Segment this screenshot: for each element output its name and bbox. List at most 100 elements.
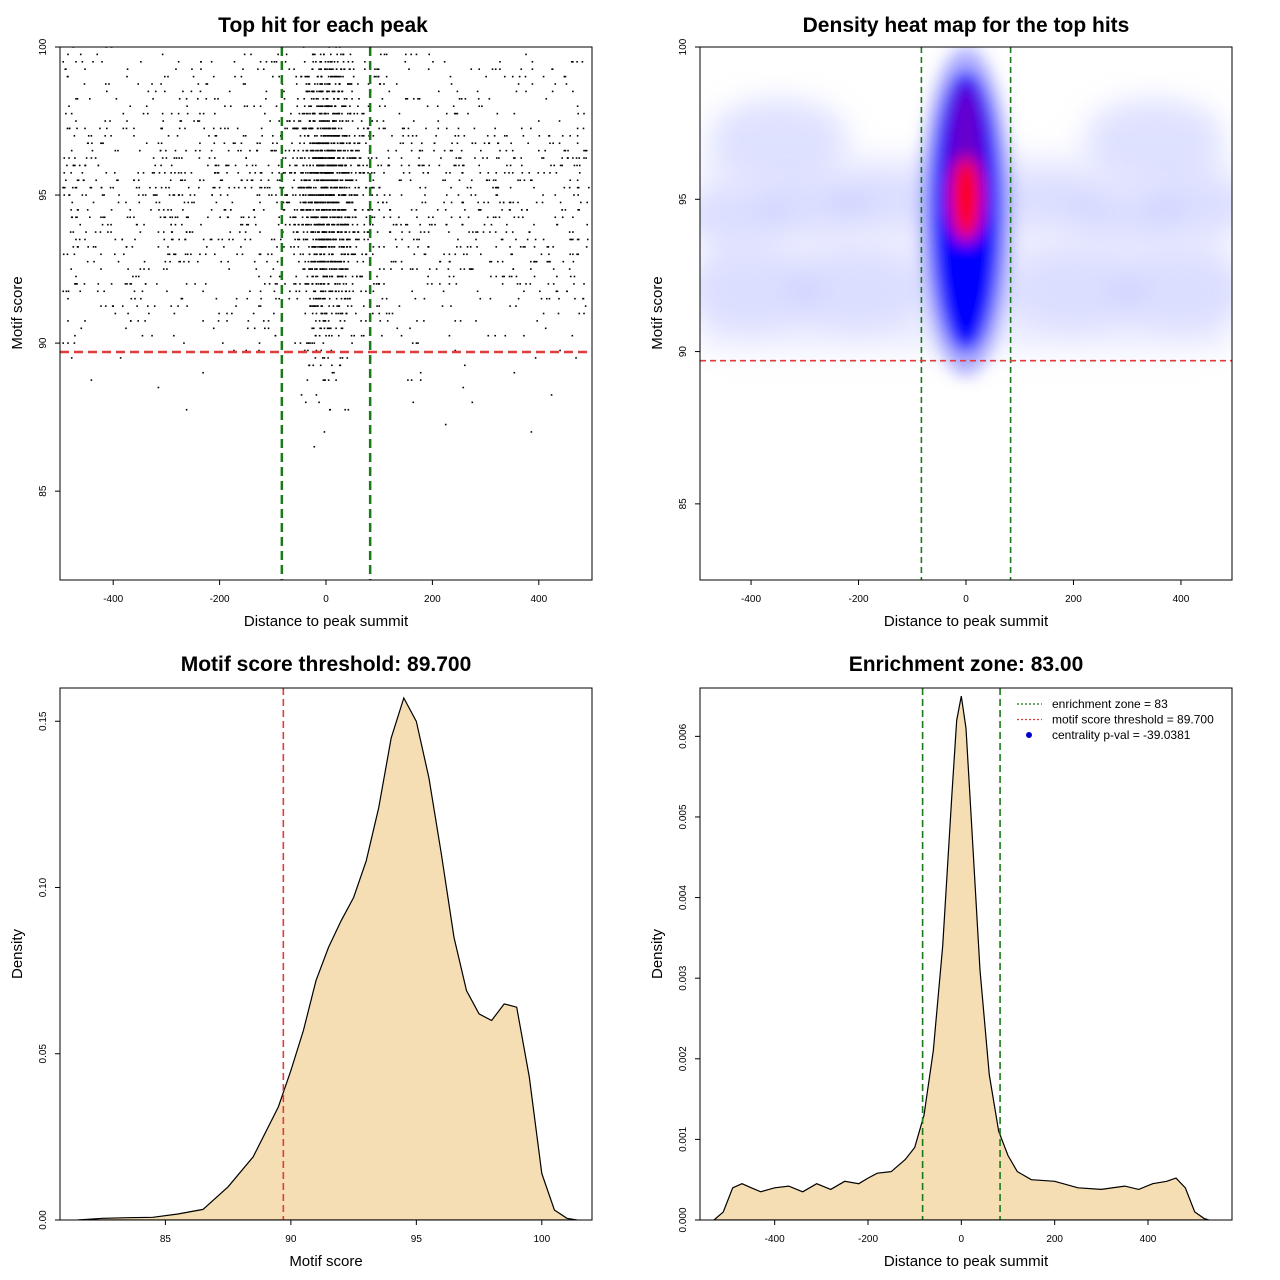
- scatter-point: [144, 320, 146, 322]
- y-tick-label: 0.001: [678, 1126, 689, 1151]
- scatter-point: [323, 172, 325, 174]
- scatter-point: [373, 216, 376, 219]
- scatter-point: [310, 90, 313, 93]
- scatter-point: [309, 149, 312, 152]
- scatter-point: [317, 98, 319, 100]
- scatter-point: [202, 290, 204, 293]
- scatter-point: [129, 216, 132, 219]
- scatter-point: [357, 142, 359, 145]
- scatter-point: [260, 186, 263, 189]
- scatter-point: [353, 135, 356, 137]
- scatter-point: [160, 186, 163, 189]
- scatter-point: [445, 194, 448, 196]
- scatter-point: [303, 268, 306, 270]
- scatter-point: [240, 142, 243, 145]
- scatter-point: [331, 157, 333, 159]
- scatter-point: [282, 172, 285, 174]
- scatter-point: [284, 172, 286, 174]
- scatter-point: [494, 334, 496, 337]
- scatter-point: [402, 135, 404, 137]
- scatter-point: [341, 357, 344, 359]
- scatter-point: [424, 201, 427, 204]
- scatter-point: [306, 342, 308, 344]
- scatter-point: [563, 186, 566, 189]
- scatter-point: [474, 157, 476, 159]
- scatter-point: [164, 90, 166, 93]
- scatter-point: [531, 61, 534, 63]
- scatter-point: [326, 98, 329, 100]
- scatter-point: [320, 112, 323, 115]
- scatter-point: [356, 112, 359, 115]
- scatter-point: [327, 135, 329, 137]
- scatter-point: [431, 223, 433, 226]
- scatter-point: [370, 172, 373, 174]
- scatter-point: [125, 201, 127, 204]
- scatter-point: [376, 120, 378, 122]
- scatter-point: [350, 172, 353, 174]
- scatter-point: [358, 157, 361, 159]
- scatter-point: [293, 216, 295, 219]
- scatter-point: [259, 105, 262, 108]
- scatter-point: [331, 253, 333, 256]
- scatter-point: [198, 186, 200, 189]
- scatter-point: [285, 201, 288, 204]
- scatter-point: [323, 127, 326, 130]
- scatter-point: [433, 142, 436, 145]
- scatter-point: [376, 275, 378, 278]
- scatter-point: [262, 209, 265, 211]
- scatter-point: [326, 172, 328, 174]
- scatter-point: [142, 112, 145, 115]
- scatter-point: [189, 194, 192, 196]
- scatter-point: [217, 164, 220, 167]
- scatter-point: [328, 157, 331, 159]
- scatter-point: [387, 164, 390, 167]
- scatter-point: [319, 238, 322, 241]
- scatter-point: [296, 105, 299, 108]
- scatter-point: [310, 260, 313, 263]
- scatter-point: [130, 283, 133, 285]
- scatter-point: [347, 305, 349, 307]
- scatter-point: [385, 53, 388, 56]
- scatter-point: [501, 283, 504, 285]
- scatter-point: [359, 157, 362, 159]
- scatter-point: [259, 253, 262, 256]
- scatter-point: [122, 112, 125, 115]
- scatter-point: [333, 164, 336, 167]
- heatmap-title: Density heat map for the top hits: [803, 14, 1130, 37]
- scatter-point: [508, 172, 510, 174]
- scatter-point: [385, 312, 388, 315]
- scatter-point: [193, 194, 196, 196]
- scatter-point: [341, 223, 343, 226]
- scatter-point: [320, 216, 323, 219]
- scatter-point: [489, 297, 492, 300]
- scatter-point: [167, 75, 169, 78]
- scatter-point: [216, 172, 219, 174]
- scatter-point: [323, 357, 326, 359]
- scatter-point: [320, 61, 323, 63]
- scatter-point: [351, 275, 354, 278]
- scatter-point: [173, 194, 176, 196]
- scatter-point: [503, 135, 506, 137]
- scatter-point: [316, 260, 319, 263]
- scatter-point: [576, 186, 579, 189]
- scatter-point: [117, 201, 120, 204]
- scatter-point: [410, 53, 412, 56]
- scatter-point: [297, 223, 300, 226]
- score-density-curve: [77, 696, 578, 1220]
- scatter-point: [131, 246, 134, 248]
- scatter-point: [377, 75, 379, 78]
- scatter-point: [351, 149, 354, 152]
- scatter-point: [315, 142, 318, 145]
- scatter-point: [344, 231, 346, 233]
- scatter-point: [341, 290, 343, 293]
- scatter-point: [434, 223, 436, 226]
- scatter-point: [478, 68, 481, 71]
- scatter-point: [325, 186, 327, 189]
- scatter-point: [352, 68, 355, 71]
- scatter-point: [333, 61, 336, 63]
- scatter-point: [214, 157, 216, 159]
- scatter-point: [486, 179, 488, 182]
- scatter-point: [333, 201, 336, 204]
- scatter-point: [395, 246, 398, 248]
- scatter-point: [198, 157, 201, 159]
